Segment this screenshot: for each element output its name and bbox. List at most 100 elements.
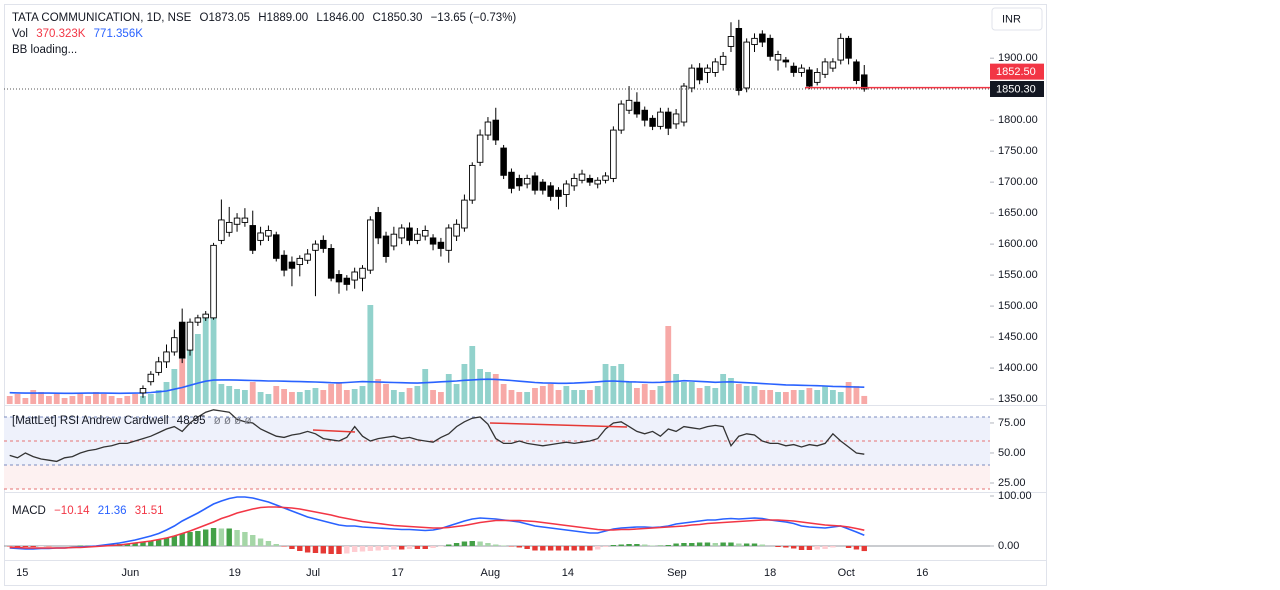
candle-body [469, 164, 476, 201]
volume-bar [132, 394, 139, 404]
x-tick-label: 15 [16, 567, 28, 579]
macd-hist-bar [798, 546, 805, 550]
volume-bar [422, 369, 429, 404]
candle-body [688, 67, 696, 89]
divergence-line [489, 422, 628, 428]
volume-bar [390, 390, 397, 404]
macd-hist-bar [861, 546, 867, 552]
volume-bar [163, 382, 170, 404]
candle-body [704, 67, 711, 73]
macd-hist-bar [7, 546, 13, 547]
macd-hist-bar [532, 546, 538, 551]
candle-body [178, 321, 186, 359]
macd-hist-bar [657, 545, 664, 546]
x-tick-label: 16 [916, 567, 928, 579]
candle-body [421, 230, 429, 237]
macd-hist-bar [712, 543, 718, 546]
x-tick-label: Jul [306, 567, 320, 579]
volume-bar [594, 386, 601, 404]
candle-body [241, 217, 249, 223]
volume-bar [602, 364, 609, 404]
macd-hist-bar [359, 546, 366, 552]
macd-hist-bar [563, 546, 570, 551]
volume-bar [735, 384, 742, 404]
candle-body [759, 33, 766, 43]
candle-body [735, 28, 743, 91]
macd-hist-bar [453, 543, 460, 546]
macd-hist-bar [281, 546, 287, 547]
chart-frame [4, 4, 1047, 586]
candle-body [406, 227, 413, 241]
candle-body [335, 274, 343, 283]
volume-bar [265, 394, 272, 404]
macd-hist-bar [547, 546, 554, 551]
macd-hist-bar [500, 545, 507, 546]
volume-bar [814, 390, 821, 404]
volume-bar [649, 390, 656, 404]
macd-hist-bar [38, 546, 44, 547]
candle-body [155, 361, 162, 373]
rsi-extra: ø ø ø ø [213, 415, 252, 427]
volume-bar [46, 396, 52, 404]
candle-body [649, 117, 656, 127]
macd-tick-label: 0.00 [998, 540, 1019, 552]
change-label: −13.65 (−0.73%) [430, 12, 517, 24]
candle-body [743, 41, 750, 89]
macd-hist-bar [461, 541, 468, 546]
macd-hist-bar [22, 546, 29, 547]
macd-hist-bar [618, 544, 624, 546]
volume-bar [147, 394, 154, 404]
macd-hist-bar [414, 546, 421, 549]
x-tick-label: Aug [481, 567, 501, 579]
macd-hist-bar [187, 532, 193, 546]
volume-bar [30, 390, 37, 404]
volume-bar [806, 388, 813, 404]
price-line-box [990, 63, 1044, 80]
candle-body [798, 67, 805, 73]
candle-body [139, 388, 147, 394]
macd-hist-bar [587, 546, 593, 551]
volume-bar [555, 390, 562, 404]
volume-bar [171, 369, 178, 404]
rsi-value: 48.95 [176, 415, 206, 427]
candle-body [829, 61, 837, 69]
macd-hist-bar [665, 545, 671, 546]
candle-body [625, 99, 633, 111]
y-tick-label: 1400.00 [998, 362, 1038, 374]
currency-button[interactable] [991, 7, 1043, 31]
candle-body [782, 59, 790, 63]
volume-bar [249, 382, 256, 404]
macd-hist-bar [791, 546, 797, 549]
macd-hist-bar [689, 543, 695, 546]
macd-hist-bar [751, 543, 758, 546]
macd-hist-bar [743, 543, 750, 546]
volume-bar [210, 314, 217, 404]
volume-bar [61, 398, 68, 404]
volume-bar [304, 390, 311, 404]
volume-bar [822, 386, 828, 404]
candle-body [257, 232, 264, 241]
candle-body [312, 243, 319, 251]
y-tick-label: 1700.00 [998, 176, 1038, 188]
volume-bar [312, 388, 319, 404]
candle-body [327, 248, 335, 279]
volume-bar [477, 369, 483, 404]
macd-hist-bar [649, 545, 656, 546]
volume-bar [194, 334, 201, 404]
macd-hist-bar [814, 546, 820, 550]
candle-body [766, 37, 774, 57]
bb-label: BB loading... [12, 44, 78, 56]
macd-hist-bar [195, 531, 201, 546]
macd-hist-bar [696, 542, 703, 546]
candle-body [657, 111, 664, 127]
volume-bar [759, 390, 766, 404]
volume-bar [351, 389, 358, 404]
macd-tick-label: 100.00 [998, 490, 1032, 502]
x-tick-label: 17 [392, 567, 404, 579]
symbol: TATA COMMUNICATION, 1D, NSE [12, 12, 192, 24]
candle-body [665, 111, 672, 129]
bb-row: BB loading... [12, 42, 521, 58]
volume-bar [516, 392, 523, 404]
volume-row: Vol 370.323K 771.356K [12, 26, 521, 42]
volume-bar [469, 346, 476, 404]
